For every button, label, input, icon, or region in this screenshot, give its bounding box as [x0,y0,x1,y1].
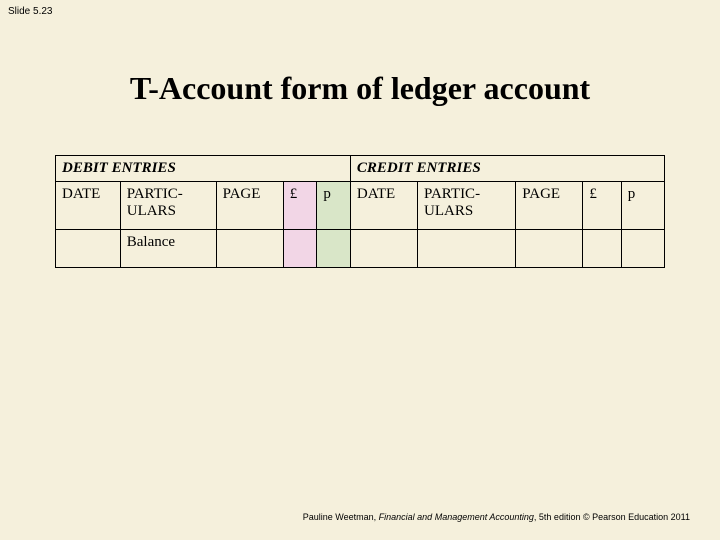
slide-number: Slide 5.23 [8,6,52,17]
col-page-right: PAGE [516,182,583,230]
cell [283,230,317,268]
col-pound-right: £ [583,182,621,230]
col-pound-left: £ [283,182,317,230]
footer-citation: Pauline Weetman, Financial and Managemen… [303,512,690,522]
col-date-right: DATE [350,182,417,230]
col-p-right: p [621,182,664,230]
footer-rest: , 5th edition © Pearson Education 2011 [534,512,690,522]
cell [350,230,417,268]
col-particulars-left: PARTIC-ULARS [120,182,216,230]
footer-book: Financial and Management Accounting [379,512,534,522]
balance-cell: Balance [120,230,216,268]
credit-header: CREDIT ENTRIES [350,156,664,182]
cell [56,230,121,268]
col-particulars-right: PARTIC-ULARS [418,182,516,230]
cell [216,230,283,268]
cell [418,230,516,268]
ledger-table: DEBIT ENTRIES CREDIT ENTRIES DATE PARTIC… [55,155,665,268]
debit-header: DEBIT ENTRIES [56,156,351,182]
footer-author: Pauline Weetman, [303,512,379,522]
cell [621,230,664,268]
cell [516,230,583,268]
col-p-left: p [317,182,351,230]
page-title: T-Account form of ledger account [0,70,720,107]
col-date-left: DATE [56,182,121,230]
cell [317,230,351,268]
col-page-left: PAGE [216,182,283,230]
cell [583,230,621,268]
